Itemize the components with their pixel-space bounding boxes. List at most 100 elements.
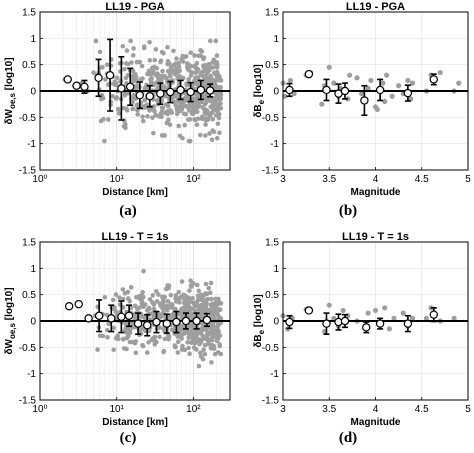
scatter-point (123, 75, 129, 81)
scatter-point (210, 117, 216, 122)
scatter-point (103, 77, 108, 82)
scatter-point (153, 47, 159, 52)
scatter-point (186, 345, 191, 351)
scatter-point (456, 80, 462, 86)
scatter-point (210, 128, 215, 133)
scatter-point (193, 70, 199, 76)
scatter-point (187, 331, 193, 336)
y-axis-label: δWoe,s [log10] (4, 57, 17, 124)
scatter-point (203, 308, 209, 314)
scatter-point (168, 292, 174, 298)
scatter-point (113, 309, 119, 315)
x-tick-label: 3.5 (322, 174, 336, 185)
scatter-point (140, 342, 145, 348)
scatter-point (141, 268, 146, 274)
bin-mean-marker (192, 316, 201, 326)
y-tick-label: -0.5 (262, 113, 280, 124)
scatter-point (215, 102, 220, 107)
scatter-point (209, 323, 214, 328)
scatter-point (161, 50, 166, 56)
scatter-point (217, 307, 223, 313)
scatter-point (202, 300, 207, 306)
scatter-points (62, 38, 224, 144)
scatter-point (181, 292, 186, 298)
scatter-point (205, 110, 211, 116)
scatter-point (120, 43, 126, 49)
x-tick-label: 10¹ (109, 404, 124, 415)
y-tick-label: -1 (27, 369, 36, 380)
scatter-point (99, 96, 104, 102)
scatter-point (97, 49, 103, 55)
scatter-point (186, 295, 191, 301)
scatter-point (182, 54, 188, 60)
scatter-point (144, 350, 150, 355)
bin-mean-marker (145, 92, 154, 101)
scatter-point (113, 81, 119, 86)
scatter-point (114, 75, 120, 81)
scatter-point (149, 76, 154, 81)
scatter-point (207, 338, 213, 343)
scatter-point (128, 285, 134, 290)
scatter-point (174, 111, 180, 117)
scatter-point (400, 310, 406, 316)
bin-mean-marker (429, 310, 438, 319)
scatter-point (197, 341, 202, 347)
scatter-point (142, 85, 148, 91)
bin-mean-marker (152, 317, 161, 327)
bin-mean-marker (176, 85, 185, 95)
scatter-point (163, 75, 169, 81)
scatter-point (180, 343, 185, 349)
scatter-point (167, 73, 173, 79)
scatter-point (125, 90, 131, 96)
scatter-point (203, 336, 209, 342)
bin-mean-marker (375, 85, 385, 95)
scatter-point (150, 130, 156, 136)
scatter-point (166, 336, 171, 342)
scatter-point (194, 282, 200, 288)
binned-means (64, 299, 212, 337)
scatter-point (354, 75, 360, 81)
scatter-point (326, 302, 332, 308)
chart-title: LL19 - T = 1s (342, 231, 409, 243)
bin-mean-marker (360, 96, 369, 105)
scatter-point (214, 53, 220, 58)
scatter-point (147, 296, 153, 302)
scatter-point (386, 326, 392, 332)
y-tick-label: 1.5 (265, 238, 279, 249)
scatter-point (192, 117, 197, 122)
scatter-point (146, 340, 151, 345)
scatter-point (135, 112, 140, 117)
scatter-point (159, 105, 165, 110)
scatter-point (142, 328, 148, 334)
chart-title: LL19 - T = 1s (102, 231, 169, 243)
scatter-point (122, 66, 127, 72)
scatter-point (97, 333, 103, 338)
bin-mean-marker (72, 81, 81, 90)
scatter-point (208, 280, 214, 286)
y-tick-label: 0.5 (265, 60, 279, 71)
scatter-point (215, 121, 221, 127)
bin-mean-marker (304, 69, 314, 79)
scatter-point (147, 39, 152, 45)
scatter-point (209, 77, 215, 82)
scatter-point (174, 107, 180, 113)
scatter-point (127, 298, 133, 304)
scatter-point (142, 97, 148, 103)
scatter-point (326, 64, 332, 70)
scatter-point (208, 296, 214, 302)
scatter-point (153, 112, 159, 118)
scatter-point (165, 111, 170, 117)
scatter-point (131, 77, 137, 83)
scatter-point (214, 69, 220, 75)
scatter-point (123, 125, 128, 131)
scatter-point (155, 71, 160, 76)
scatter-point (208, 38, 213, 44)
bin-mean-marker (63, 75, 72, 84)
bin-mean-marker (304, 306, 314, 315)
scatter-point (368, 77, 374, 84)
scatter-point (116, 336, 121, 342)
scatter-point (340, 307, 346, 314)
scatter-point (117, 295, 122, 300)
panel-1: -1.5 -1 -0.5 0 0.5 1 1.5 10⁰ 10¹ 10² LL19 - PGA Dis… (4, 1, 231, 198)
bin-mean-marker (322, 319, 331, 328)
